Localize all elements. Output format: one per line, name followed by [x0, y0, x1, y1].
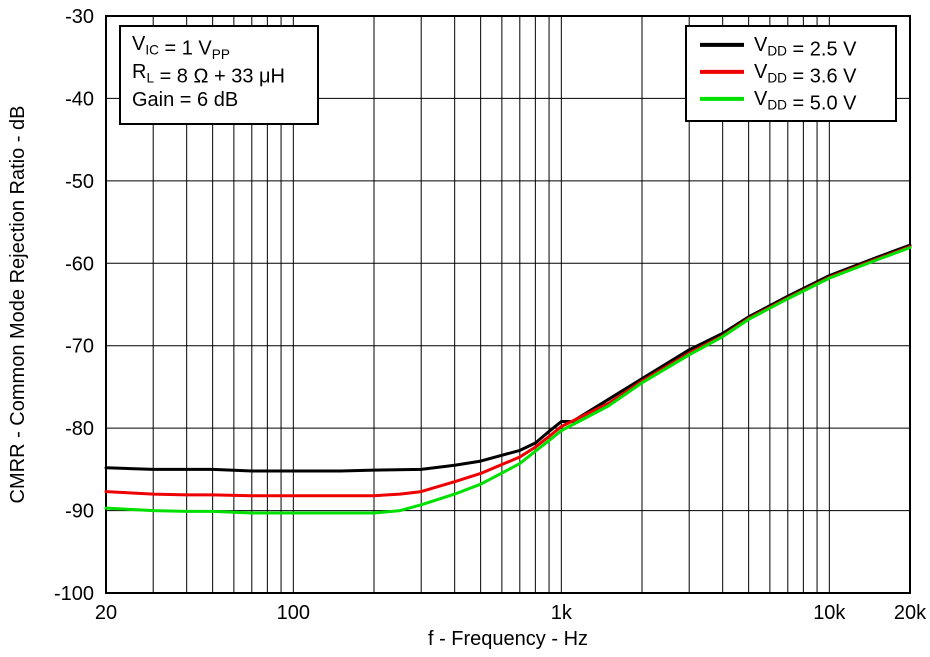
- y-axis-label: CMRR - Common Mode Rejection Ratio - dB: [7, 106, 29, 504]
- x-tick-label: 20k: [894, 602, 927, 624]
- y-tick-label: -70: [65, 336, 94, 358]
- y-tick-label: -90: [65, 501, 94, 523]
- conditions-box: VIC = 1 VPPRL = 8 Ω + 33 μHGain = 6 dB: [120, 26, 318, 124]
- y-tick-label: -50: [65, 171, 94, 193]
- x-axis-label: f - Frequency - Hz: [428, 628, 588, 650]
- x-tick-label: 1k: [551, 602, 573, 624]
- y-tick-label: -80: [65, 418, 94, 440]
- conditions-line: RL = 8 Ω + 33 μH: [132, 61, 285, 87]
- x-tick-label: 10k: [813, 602, 846, 624]
- y-tick-label: -60: [65, 253, 94, 275]
- conditions-line: Gain = 6 dB: [132, 89, 238, 111]
- y-tick-label: -100: [54, 583, 94, 605]
- chart-svg: 20 100 1k 10k 20k -30 -40 -50 -60 -70 -80 -90 -100 f …: [0, 0, 930, 657]
- y-tick-label: -30: [65, 6, 94, 28]
- x-tick-label: 20: [95, 602, 117, 624]
- legend: VDD = 2.5 VVDD = 3.6 VVDD = 5.0 V: [686, 26, 896, 121]
- x-tick-label: 100: [277, 602, 310, 624]
- y-tick-label: -40: [65, 88, 94, 110]
- cmrr-vs-frequency-chart: 20 100 1k 10k 20k -30 -40 -50 -60 -70 -80 -90 -100 f …: [0, 0, 930, 657]
